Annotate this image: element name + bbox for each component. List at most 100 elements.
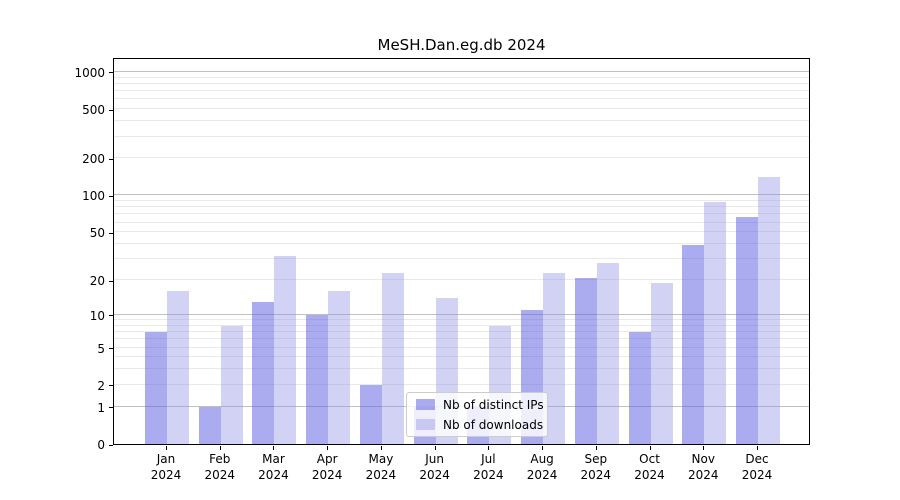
minor-gridline xyxy=(114,231,809,233)
x-tick-mark xyxy=(488,446,490,450)
bar-ips-apr xyxy=(306,314,329,444)
x-tick-label: Jul 2024 xyxy=(473,452,504,482)
y-tick-mark xyxy=(109,158,113,160)
minor-gridline xyxy=(114,108,809,110)
minor-gridline xyxy=(114,258,809,260)
bar-ips-nov xyxy=(682,245,705,444)
y-tick-mark xyxy=(109,407,113,409)
legend-item: Nb of distinct IPs xyxy=(416,398,544,412)
y-tick-mark xyxy=(109,348,113,349)
major-gridline xyxy=(114,194,809,196)
y-tick-label: 0 xyxy=(97,438,105,452)
y-tick-label: 200 xyxy=(82,152,105,167)
y-tick-mark xyxy=(109,444,113,446)
minor-gridline xyxy=(114,213,809,215)
minor-gridline xyxy=(114,200,809,202)
x-tick-mark xyxy=(166,446,167,450)
legend-label: Nb of distinct IPs xyxy=(443,397,544,412)
plot-area: Nb of distinct IPs Nb of downloads xyxy=(113,58,810,445)
x-tick-mark xyxy=(649,446,651,450)
minor-gridline xyxy=(114,221,809,223)
x-tick-mark xyxy=(434,446,436,450)
y-tick-label: 1000 xyxy=(74,65,105,80)
x-tick-mark xyxy=(219,446,221,450)
minor-gridline xyxy=(114,368,809,370)
bar-downloads-oct xyxy=(650,282,673,444)
x-tick-mark xyxy=(327,446,329,450)
x-tick-label: Apr 2024 xyxy=(311,452,343,482)
minor-gridline xyxy=(114,243,809,245)
major-gridline xyxy=(114,313,809,315)
y-tick-label: 1 xyxy=(97,400,105,415)
legend-label: Nb of downloads xyxy=(443,417,544,432)
bar-downloads-may xyxy=(381,272,404,444)
y-tick-mark xyxy=(109,385,113,387)
x-tick-mark xyxy=(757,446,758,450)
bar-downloads-jan xyxy=(167,291,189,444)
minor-gridline xyxy=(114,319,809,320)
x-tick-label: Dec 2024 xyxy=(741,452,773,482)
minor-gridline xyxy=(114,120,809,122)
bar-downloads-dec xyxy=(758,177,780,444)
minor-gridline xyxy=(114,76,809,78)
x-tick-mark xyxy=(542,446,544,450)
bar-downloads-apr xyxy=(328,291,351,444)
minor-gridline xyxy=(114,135,809,137)
bar-ips-oct xyxy=(628,332,651,444)
x-tick-label: May 2024 xyxy=(365,452,397,482)
y-tick-mark xyxy=(109,72,113,74)
minor-gridline xyxy=(114,206,809,208)
x-tick-label: Sep 2024 xyxy=(580,452,612,482)
legend-swatch-downloads xyxy=(416,419,435,430)
minor-gridline xyxy=(114,279,809,281)
minor-gridline xyxy=(114,157,809,159)
minor-gridline xyxy=(114,331,809,333)
bar-ips-may xyxy=(359,384,382,444)
x-tick-label: Jan 2024 xyxy=(150,452,182,482)
y-tick-mark xyxy=(109,109,113,111)
x-tick-label: Aug 2024 xyxy=(526,452,558,482)
legend-item: Nb of downloads xyxy=(416,418,543,432)
y-tick-mark xyxy=(109,195,113,197)
x-tick-label: Jun 2024 xyxy=(419,452,450,482)
y-tick-label: 100 xyxy=(82,189,105,204)
minor-gridline xyxy=(114,82,809,84)
minor-gridline xyxy=(114,338,809,340)
legend-swatch-ips xyxy=(416,399,435,410)
x-tick-label: Nov 2024 xyxy=(687,452,719,482)
bar-ips-dec xyxy=(736,216,758,444)
minor-gridline xyxy=(114,346,809,348)
y-tick-label: 500 xyxy=(82,103,105,118)
y-tick-mark xyxy=(109,280,113,282)
bar-ips-sep xyxy=(574,277,597,444)
bar-downloads-feb xyxy=(220,325,243,444)
bar-downloads-mar xyxy=(274,255,297,444)
legend: Nb of distinct IPs Nb of downloads xyxy=(406,392,548,437)
x-tick-label: Feb 2024 xyxy=(204,452,235,482)
x-tick-mark xyxy=(703,446,705,450)
y-tick-mark xyxy=(109,232,113,234)
y-tick-label: 50 xyxy=(89,226,105,241)
bar-ips-feb xyxy=(198,406,221,444)
y-tick-label: 5 xyxy=(97,341,105,356)
bar-ips-jan xyxy=(145,332,167,444)
x-tick-mark xyxy=(595,446,597,450)
bar-downloads-aug xyxy=(543,272,566,444)
minor-gridline xyxy=(114,324,809,326)
bar-ips-mar xyxy=(252,301,275,444)
y-tick-label: 10 xyxy=(89,308,105,323)
y-tick-label: 2 xyxy=(97,378,105,393)
x-tick-label: Oct 2024 xyxy=(634,452,665,482)
x-tick-mark xyxy=(380,446,382,450)
bar-downloads-nov xyxy=(704,201,727,444)
bar-downloads-sep xyxy=(596,262,619,444)
minor-gridline xyxy=(114,90,809,92)
y-tick-mark xyxy=(109,315,113,317)
minor-gridline xyxy=(114,356,809,358)
x-tick-mark xyxy=(273,446,275,450)
minor-gridline xyxy=(114,98,809,100)
minor-gridline xyxy=(114,383,809,385)
major-gridline xyxy=(114,70,809,72)
y-tick-label: 20 xyxy=(89,274,105,289)
